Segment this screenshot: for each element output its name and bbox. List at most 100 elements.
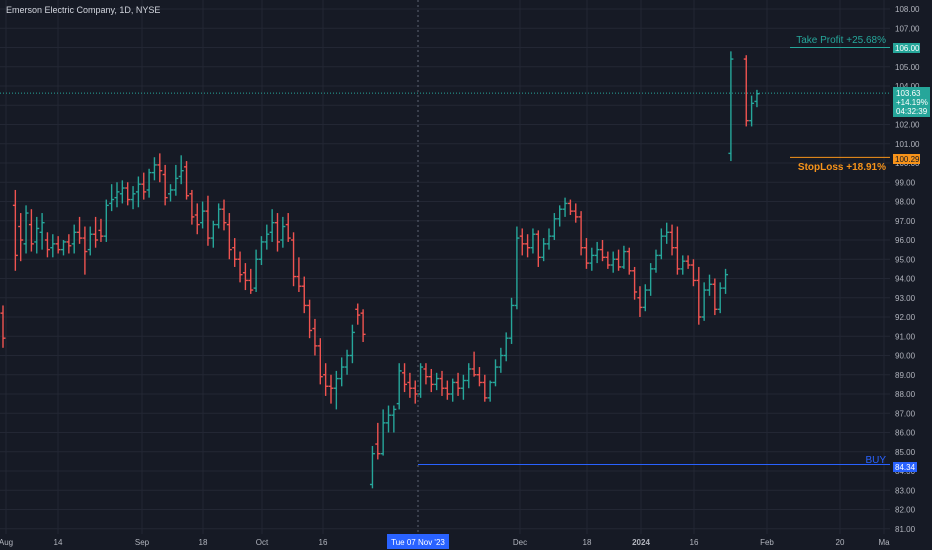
- ohlc-bar: [61, 240, 66, 256]
- ohlc-bar: [407, 372, 413, 398]
- svg-text:Tue 07 Nov '23: Tue 07 Nov '23: [391, 538, 445, 547]
- ohlc-bar: [221, 199, 227, 231]
- y-tick-label: 83.00: [895, 486, 916, 495]
- y-tick-label: 82.00: [895, 506, 916, 515]
- ohlc-bar: [50, 234, 56, 258]
- ohlc-bar: [151, 157, 157, 181]
- y-tick-label: 101.00: [895, 140, 920, 149]
- ohlc-bar: [498, 347, 504, 373]
- x-tick-label: 14: [54, 538, 63, 547]
- ohlc-bar: [658, 228, 664, 260]
- ohlc-bar: [674, 226, 680, 275]
- ohlc-bar: [567, 199, 573, 215]
- y-tick-label: 94.00: [895, 275, 916, 284]
- ohlc-bar: [98, 218, 104, 242]
- ohlc-bar: [317, 338, 323, 385]
- ohlc-bar: [82, 226, 88, 275]
- x-tick-label: 18: [583, 538, 592, 547]
- ohlc-bar: [103, 199, 109, 242]
- ohlc-bar: [402, 363, 408, 393]
- ohlc-bar: [237, 251, 243, 283]
- ohlc-bar: [130, 186, 136, 210]
- y-tick-label: 102.00: [895, 121, 920, 130]
- ohlc-bar: [296, 257, 302, 292]
- ohlc-bar: [743, 55, 749, 127]
- ohlc-bar: [557, 205, 563, 227]
- y-tick-label: 107.00: [895, 24, 920, 33]
- ohlc-bar: [493, 359, 498, 387]
- ohlc-bar: [301, 276, 307, 314]
- ohlc-bar: [642, 284, 648, 312]
- x-tick-label: 18: [199, 538, 208, 547]
- ohlc-bar: [226, 213, 232, 260]
- y-tick-label: 108.00: [895, 5, 920, 14]
- y-tick-label: 98.00: [895, 198, 916, 207]
- x-tick-label: Dec: [513, 538, 527, 547]
- chart-title: Emerson Electric Company, 1D, NYSE: [6, 5, 161, 15]
- y-tick-label: 88.00: [895, 390, 916, 399]
- ohlc-bar: [514, 226, 520, 310]
- ohlc-bar: [728, 51, 734, 162]
- ohlc-bar: [328, 374, 334, 404]
- ohlc-bar: [589, 247, 595, 271]
- ohlc-bar: [216, 203, 222, 229]
- ohlc-bar: [573, 203, 579, 223]
- ohlc-bar: [71, 224, 77, 254]
- x-tick-label: 20: [836, 538, 845, 547]
- ohlc-bar: [428, 368, 434, 393]
- ohlc-bar: [173, 164, 179, 196]
- ohlc-bar: [471, 351, 477, 377]
- ohlc-bar: [168, 184, 173, 202]
- ohlc-bar: [600, 240, 605, 262]
- ohlc-bar: [455, 372, 461, 396]
- ohlc-bar: [396, 363, 402, 410]
- ohlc-bar: [242, 263, 248, 291]
- x-tick-label: Sep: [135, 538, 150, 547]
- chart-grid: [0, 0, 890, 534]
- ohlc-bar: [55, 236, 61, 254]
- stop-loss-price-badge: 100.29: [893, 154, 920, 164]
- ohlc-bar: [258, 236, 264, 266]
- ohlc-bar: [460, 374, 466, 400]
- ohlc-bar: [333, 370, 339, 410]
- ohlc-bar: [205, 195, 211, 246]
- ohlc-bar: [648, 263, 654, 296]
- ohlc-bar: [530, 228, 536, 254]
- buy-price-badge: 84.34: [893, 462, 917, 472]
- ohlc-bar: [717, 282, 723, 314]
- x-tick-label: 16: [319, 538, 328, 547]
- ohlc-bar: [146, 168, 152, 198]
- ohlc-bar: [253, 249, 259, 292]
- ohlc-bar: [509, 297, 515, 344]
- y-tick-label: 90.00: [895, 352, 916, 361]
- ohlc-bar: [157, 153, 163, 183]
- ohlc-bar: [66, 234, 72, 254]
- y-tick-label: 105.00: [895, 63, 920, 72]
- ohlc-bars: [0, 51, 760, 489]
- ohlc-bar: [184, 161, 190, 200]
- ohlc-bar: [551, 213, 557, 240]
- ohlc-bar: [487, 380, 493, 402]
- ohlc-bar: [701, 282, 707, 321]
- ohlc-bar: [77, 216, 83, 244]
- y-tick-label: 91.00: [895, 332, 916, 341]
- ohlc-bar: [664, 222, 670, 244]
- ohlc-bar: [323, 363, 329, 396]
- y-tick-label: 99.00: [895, 178, 916, 187]
- time-axis[interactable]: Aug 14 Sep 18 Oct 16 Dec 18 2024 16 Feb 20 Ma: [0, 538, 890, 547]
- ohlc-bar: [44, 232, 50, 258]
- ohlc-bar: [375, 422, 381, 460]
- ohlc-bar: [135, 176, 141, 208]
- ohlc-bar: [712, 278, 718, 316]
- ohlc-bar: [119, 180, 125, 204]
- ohlc-bar: [482, 374, 488, 402]
- ohlc-bar: [125, 182, 131, 206]
- ohlc-bar: [723, 268, 729, 294]
- ohlc-bar: [210, 220, 216, 248]
- ohlc-bar: [339, 357, 345, 387]
- ohlc-bar: [594, 241, 600, 264]
- ohlc-bar: [349, 324, 355, 364]
- x-tick-label: Oct: [256, 538, 269, 547]
